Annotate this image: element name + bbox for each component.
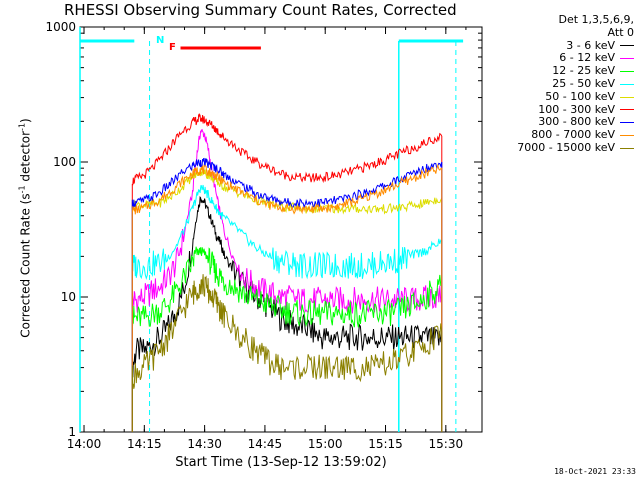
legend-entry: 50 - 100 keV bbox=[464, 89, 634, 104]
legend-entry-label: 12 - 25 keV bbox=[552, 64, 615, 78]
y-axis-label-sup2: -1 bbox=[17, 122, 27, 131]
legend-swatch bbox=[620, 45, 634, 47]
legend-entry-label: 6 - 12 keV bbox=[559, 51, 615, 65]
y-tick-label: 10 bbox=[61, 290, 76, 304]
legend-swatch bbox=[620, 58, 634, 60]
y-axis-label: Corrected Count Rate (s-1 detector-1) bbox=[18, 118, 33, 337]
x-tick-label: 14:15 bbox=[127, 437, 162, 451]
legend-swatch bbox=[620, 109, 634, 111]
x-tick-label: 14:00 bbox=[67, 437, 102, 451]
legend-entry: 12 - 25 keV bbox=[464, 64, 634, 78]
series-line bbox=[131, 163, 443, 432]
legend-swatch bbox=[620, 147, 634, 149]
legend: Det 1,3,5,6,9, Att 0 3 - 6 keV 6 - 12 keV… bbox=[464, 13, 634, 155]
x-tick-label: 15:00 bbox=[308, 437, 343, 451]
legend-entry-label: 25 - 50 keV bbox=[552, 76, 615, 90]
chart-title: RHESSI Observing Summary Count Rates, Co… bbox=[64, 1, 457, 19]
y-axis-label-sup1: -1 bbox=[17, 185, 27, 194]
legend-swatch bbox=[620, 71, 634, 73]
y-tick-label: 1 bbox=[68, 425, 76, 439]
series-line bbox=[131, 274, 443, 432]
legend-entry: 25 - 50 keV bbox=[464, 76, 634, 91]
legend-entry-label: 300 - 800 keV bbox=[538, 115, 615, 129]
legend-swatch bbox=[620, 135, 634, 137]
legend-entries: 3 - 6 keV 6 - 12 keV 12 - 25 keV 25 - 50 ke… bbox=[464, 38, 634, 155]
y-axis-label-end: ) bbox=[18, 118, 33, 123]
x-tick-label: 15:30 bbox=[429, 437, 464, 451]
series-line bbox=[131, 246, 443, 432]
x-tick-label: 15:15 bbox=[368, 437, 403, 451]
legend-entry: 6 - 12 keV bbox=[464, 52, 634, 65]
series-line bbox=[131, 168, 443, 432]
y-tick-label: 1000 bbox=[45, 20, 76, 34]
y-axis-label-mid: detector bbox=[18, 130, 33, 186]
y-tick-label: 100 bbox=[53, 155, 76, 169]
legend-swatch bbox=[620, 96, 634, 98]
series-line bbox=[131, 196, 443, 432]
night-marker-label: N bbox=[156, 35, 165, 46]
x-axis-label: Start Time (13-Sep-12 13:59:02) bbox=[175, 455, 387, 470]
series-line bbox=[131, 157, 443, 432]
series-line bbox=[131, 184, 443, 432]
flare-marker-label: F bbox=[169, 42, 176, 53]
legend-header-line2: Att 0 bbox=[607, 25, 634, 39]
legend-swatch bbox=[620, 83, 634, 85]
x-tick-label: 14:30 bbox=[187, 437, 222, 451]
legend-entry-label: 100 - 300 keV bbox=[538, 102, 615, 116]
y-axis-label-main: Corrected Count Rate (s bbox=[18, 193, 33, 338]
legend-entry-label: 800 - 7000 keV bbox=[531, 128, 615, 142]
legend-entry: 300 - 800 keV bbox=[464, 116, 634, 129]
legend-entry: 100 - 300 keV bbox=[464, 102, 634, 117]
legend-entry: 800 - 7000 keV bbox=[464, 128, 634, 142]
legend-entry-label: 50 - 100 keV bbox=[545, 89, 615, 103]
x-tick-label: 14:45 bbox=[248, 437, 283, 451]
legend-swatch bbox=[620, 122, 634, 124]
legend-entry: 3 - 6 keV bbox=[464, 38, 634, 53]
series-line bbox=[131, 112, 443, 432]
legend-header-line1: Det 1,3,5,6,9, bbox=[558, 13, 634, 26]
legend-entry: 7000 - 15000 keV bbox=[464, 140, 634, 155]
footer-timestamp: 18-Oct-2021 23:33 bbox=[554, 467, 636, 476]
legend-entry-label: 7000 - 15000 keV bbox=[517, 140, 615, 154]
legend-entry-label: 3 - 6 keV bbox=[566, 38, 615, 52]
